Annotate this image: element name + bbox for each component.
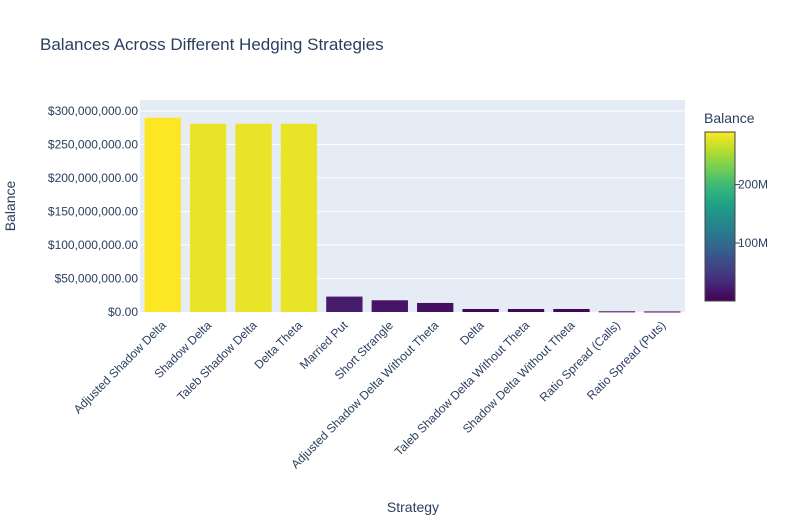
chart-title: Balances Across Different Hedging Strate… bbox=[40, 35, 384, 54]
bar[interactable] bbox=[507, 308, 545, 312]
colorbar: Balance 100M 200M bbox=[704, 110, 768, 302]
bar[interactable] bbox=[371, 300, 408, 312]
colorbar-tick-label: 100M bbox=[738, 236, 768, 250]
colorbar-scale bbox=[704, 131, 736, 302]
gridlines bbox=[140, 110, 685, 279]
colorbar-tick-label: 200M bbox=[738, 178, 768, 192]
bar[interactable] bbox=[189, 123, 227, 312]
y-tick-label: $50,000,000.00 bbox=[55, 272, 139, 286]
x-tick-label: Ratio Spread (Puts) bbox=[584, 318, 668, 402]
x-tick-label: Ratio Spread (Calls) bbox=[537, 318, 623, 404]
plot-area bbox=[140, 100, 685, 312]
bar[interactable] bbox=[144, 117, 181, 312]
bar[interactable] bbox=[235, 123, 272, 312]
x-axis-title: Strategy bbox=[387, 499, 439, 515]
bar[interactable] bbox=[326, 296, 363, 312]
bar[interactable] bbox=[280, 123, 318, 312]
colorbar-ticks: 100M 200M bbox=[735, 178, 768, 250]
y-tick-label: $0.00 bbox=[108, 305, 138, 319]
bar[interactable] bbox=[462, 308, 499, 312]
bar[interactable] bbox=[553, 308, 590, 312]
bar[interactable] bbox=[417, 302, 454, 312]
colorbar-title: Balance bbox=[704, 110, 755, 126]
y-axis-title: Balance bbox=[2, 180, 18, 231]
y-tick-label: $200,000,000.00 bbox=[48, 171, 138, 185]
y-tick-labels: $0.00 $50,000,000.00 $100,000,000.00 $150,0… bbox=[48, 104, 138, 319]
bar[interactable] bbox=[644, 311, 681, 313]
y-tick-label: $100,000,000.00 bbox=[48, 238, 138, 252]
bar[interactable] bbox=[598, 311, 636, 313]
y-tick-label: $250,000,000.00 bbox=[48, 138, 138, 152]
y-tick-label: $150,000,000.00 bbox=[48, 205, 138, 219]
y-tick-label: $300,000,000.00 bbox=[48, 104, 138, 118]
x-tick-label: Delta bbox=[457, 318, 487, 348]
bars bbox=[144, 117, 681, 313]
x-tick-label: Taleb Shadow Delta bbox=[174, 318, 260, 404]
